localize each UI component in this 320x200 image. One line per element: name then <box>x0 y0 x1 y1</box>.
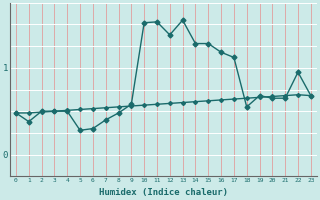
X-axis label: Humidex (Indice chaleur): Humidex (Indice chaleur) <box>99 188 228 197</box>
